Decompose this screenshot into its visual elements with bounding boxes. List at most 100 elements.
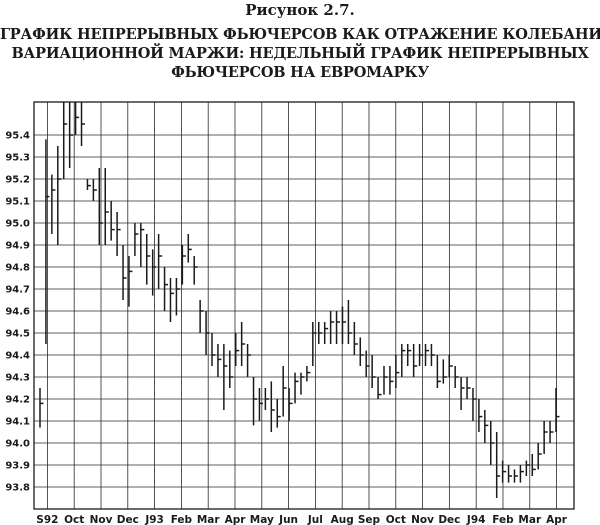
price-bar [300,372,305,395]
price-bar [507,465,513,483]
price-bar [454,366,459,388]
x-tick-label: Dec [438,514,460,525]
y-tick-label: 94.5 [5,329,30,340]
price-bar [329,311,335,344]
x-axis-ticks: S92 Oct Nov Dec J93 Feb Mar Apr May Jun Jul Aug Sep O… [36,514,568,525]
price-bar [490,421,495,465]
price-bar [199,300,204,333]
price-bar [151,249,157,296]
price-bar [335,311,341,344]
price-bar [472,388,477,421]
price-bar [353,322,358,355]
price-bar [140,223,145,267]
y-tick-label: 95.2 [5,175,30,186]
price-bar [211,333,216,366]
y-tick-label: 94.8 [5,263,30,274]
price-bar [92,179,97,201]
x-tick-label: Sep [358,514,381,525]
price-bar [68,102,74,168]
price-bar [146,234,151,285]
price-bar [371,355,376,388]
price-bar [555,388,560,432]
price-bar [543,421,548,454]
y-tick-label: 94.4 [5,351,30,362]
price-bar [294,372,299,404]
price-bar [217,344,222,377]
price-bar [436,355,441,388]
price-bar [495,432,501,498]
x-tick-label: Jun [278,514,298,525]
x-tick-label: Jul [307,514,323,525]
x-tick-label: Nov [411,514,434,525]
price-bar [193,256,198,285]
y-tick-label: 94.7 [5,285,30,296]
price-bar [163,267,169,311]
price-bar [430,344,435,366]
price-bar [74,102,80,135]
price-bar [395,355,400,388]
x-tick-label: Feb [171,514,193,525]
price-bar [276,399,281,428]
price-bar [229,350,234,388]
x-tick-label: Feb [492,514,514,525]
price-bar [282,366,287,417]
x-tick-label: Apr [225,514,247,525]
price-bar [442,359,447,384]
price-bar [98,168,103,245]
price-bar [169,278,174,322]
price-bar [240,322,246,366]
x-tick-label: J94 [466,514,486,525]
price-bar [460,377,465,410]
price-bars [39,102,560,498]
x-tick-label: May [250,514,274,525]
price-bar [181,245,186,285]
price-bar [122,245,127,300]
price-bar [383,366,388,395]
price-bar [157,234,163,289]
y-tick-label: 95.3 [5,153,30,164]
price-bar [478,399,483,432]
price-bar [406,344,412,366]
price-bar [51,174,56,234]
price-bar [466,377,471,399]
figure-title-line-3: ФЬЮЧЕРСОВ НА ЕВРОМАРКУ [171,64,429,81]
price-bar [359,337,364,366]
price-bar [62,102,68,179]
price-bar [519,465,524,483]
x-tick-label: Mar [197,514,221,525]
x-tick-label: Mar [518,514,542,525]
price-bar [323,322,329,344]
price-bar [264,388,269,410]
price-bar [347,300,352,344]
y-tick-label: 94.2 [5,395,30,406]
x-tick-label: Oct [64,514,84,525]
price-bar [110,201,115,241]
price-bar [104,168,109,245]
price-bar [448,355,453,377]
x-tick-label: Oct [386,514,406,525]
price-bar [223,344,228,410]
price-bar [513,469,518,483]
x-tick-label: Aug [331,514,354,525]
price-bar [128,256,133,307]
price-bar [205,311,210,355]
price-bar [549,421,554,443]
y-tick-label: 95.0 [5,219,30,230]
price-bar [270,381,275,432]
grid [34,102,574,509]
figure-title: ГРАФИК НЕПРЕРЫВНЫХ ФЬЮЧЕРСОВ КАК ОТРАЖЕН… [0,25,600,82]
y-tick-label: 94.3 [5,373,30,384]
price-bar [246,344,252,377]
y-tick-label: 94.9 [5,241,30,252]
plot-frame [33,101,575,510]
price-bar [424,344,430,366]
price-bar [525,460,530,476]
price-bar [531,454,536,476]
price-bar [389,366,394,395]
y-tick-label: 94.6 [5,307,30,318]
price-bar [341,306,346,344]
price-bar [116,212,121,256]
price-bar [134,223,139,256]
price-bar [318,322,323,344]
